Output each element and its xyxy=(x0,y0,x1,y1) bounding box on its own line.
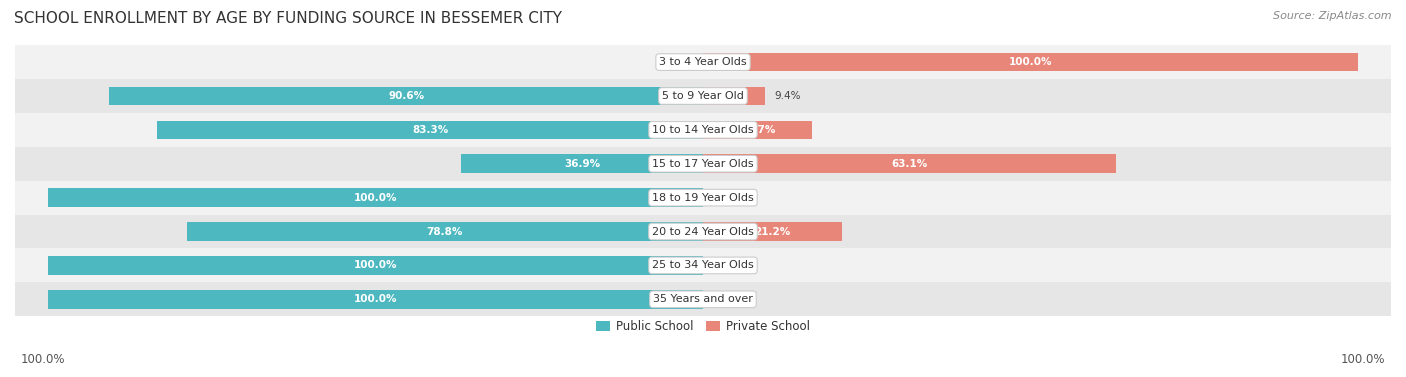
Bar xyxy=(187,222,703,241)
Bar xyxy=(15,113,1391,147)
Bar xyxy=(15,45,1391,79)
Text: 20 to 24 Year Olds: 20 to 24 Year Olds xyxy=(652,227,754,236)
Text: 15 to 17 Year Olds: 15 to 17 Year Olds xyxy=(652,159,754,169)
Text: SCHOOL ENROLLMENT BY AGE BY FUNDING SOURCE IN BESSEMER CITY: SCHOOL ENROLLMENT BY AGE BY FUNDING SOUR… xyxy=(14,11,562,26)
Text: 83.3%: 83.3% xyxy=(412,125,449,135)
Text: 100.0%: 100.0% xyxy=(1010,57,1052,67)
Bar xyxy=(157,121,703,139)
Bar xyxy=(15,215,1391,248)
Bar xyxy=(461,155,703,173)
Text: 10 to 14 Year Olds: 10 to 14 Year Olds xyxy=(652,125,754,135)
Text: 35 Years and over: 35 Years and over xyxy=(652,294,754,304)
Text: 100.0%: 100.0% xyxy=(21,353,66,366)
Text: 90.6%: 90.6% xyxy=(388,91,425,101)
Text: 9.4%: 9.4% xyxy=(775,91,801,101)
Text: 16.7%: 16.7% xyxy=(740,125,776,135)
Bar xyxy=(703,222,842,241)
Text: 18 to 19 Year Olds: 18 to 19 Year Olds xyxy=(652,193,754,203)
Bar xyxy=(15,147,1391,181)
Text: Source: ZipAtlas.com: Source: ZipAtlas.com xyxy=(1274,11,1392,21)
Bar xyxy=(15,181,1391,215)
Bar xyxy=(15,282,1391,316)
Text: 78.8%: 78.8% xyxy=(426,227,463,236)
Bar xyxy=(703,53,1358,71)
Text: 3 to 4 Year Olds: 3 to 4 Year Olds xyxy=(659,57,747,67)
Bar xyxy=(48,290,703,309)
Text: 36.9%: 36.9% xyxy=(564,159,600,169)
Bar xyxy=(703,87,765,105)
Text: 63.1%: 63.1% xyxy=(891,159,928,169)
Text: 100.0%: 100.0% xyxy=(354,193,396,203)
Bar xyxy=(15,79,1391,113)
Bar xyxy=(703,121,813,139)
Bar xyxy=(48,188,703,207)
Bar xyxy=(15,248,1391,282)
Text: 100.0%: 100.0% xyxy=(1340,353,1385,366)
Bar xyxy=(110,87,703,105)
Text: 21.2%: 21.2% xyxy=(755,227,790,236)
Bar xyxy=(48,256,703,275)
Text: 25 to 34 Year Olds: 25 to 34 Year Olds xyxy=(652,261,754,270)
Text: 100.0%: 100.0% xyxy=(354,294,396,304)
Legend: Public School, Private School: Public School, Private School xyxy=(592,315,814,337)
Text: 100.0%: 100.0% xyxy=(354,261,396,270)
Bar xyxy=(703,155,1116,173)
Text: 5 to 9 Year Old: 5 to 9 Year Old xyxy=(662,91,744,101)
